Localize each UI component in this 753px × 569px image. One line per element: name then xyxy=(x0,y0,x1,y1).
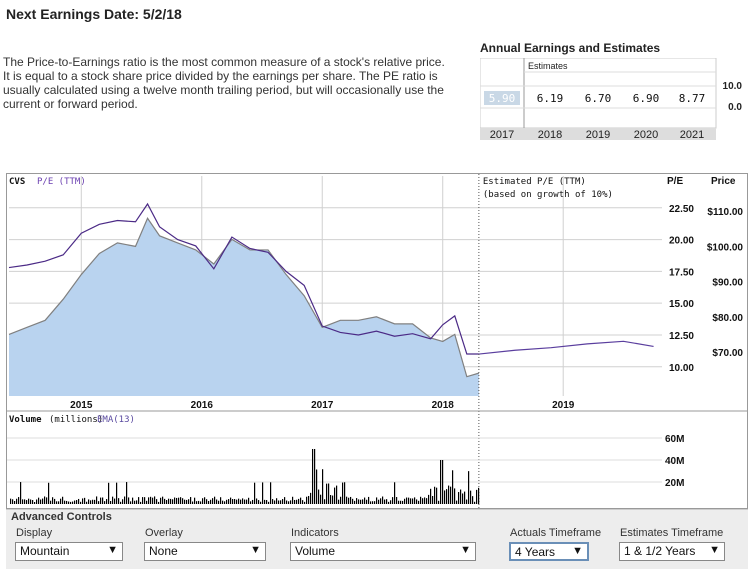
price-mountain-area xyxy=(9,218,479,396)
volume-units: (millions) xyxy=(49,415,103,425)
estimated-pe-label: Estimated P/E (TTM) xyxy=(483,177,586,187)
annual-value: 5.90 xyxy=(489,92,516,105)
estimates-timeframe-label: Estimates Timeframe xyxy=(620,527,724,539)
advanced-controls: Advanced Controls Display Mountain ▼ Over… xyxy=(6,509,748,569)
pe-tick-label: 17.50 xyxy=(669,267,694,278)
pe-chart-panel: CVS P/E (TTM) Estimated P/E (TTM) (based on… xyxy=(6,173,748,509)
volume-ema-label: EMA(13) xyxy=(97,415,135,425)
volume-label: Volume xyxy=(9,415,42,425)
annual-value-box xyxy=(484,91,520,105)
annual-year-label: 2020 xyxy=(634,129,658,140)
chart-series-label: P/E (TTM) xyxy=(37,177,86,187)
pe-ttm-line xyxy=(8,202,479,355)
pe-tick-label: 20.00 xyxy=(669,236,694,247)
annual-year-label: 2017 xyxy=(490,129,514,140)
x-axis-label: 2018 xyxy=(432,400,455,411)
indicators-select[interactable]: Volume ▼ xyxy=(290,542,476,561)
volume-bars xyxy=(10,449,480,504)
price-axis-header: Price xyxy=(711,176,736,187)
actuals-timeframe-value: 4 Years xyxy=(515,545,556,559)
volume-tick-label: 40M xyxy=(665,456,684,467)
pe-tick-label: 12.50 xyxy=(669,331,694,342)
estimates-timeframe-select[interactable]: 1 & 1/2 Years ▼ xyxy=(619,542,725,561)
next-earnings-date: Next Earnings Date: 5/2/18 xyxy=(6,6,182,22)
price-tick-label: $90.00 xyxy=(712,278,743,289)
display-select[interactable]: Mountain ▼ xyxy=(15,542,123,561)
annual-year-label: 2019 xyxy=(586,129,610,140)
chevron-down-icon: ▼ xyxy=(460,544,471,556)
x-axis-label: 2017 xyxy=(311,400,334,411)
volume-tick-label: 20M xyxy=(665,478,684,489)
overlay-select[interactable]: None ▼ xyxy=(144,542,266,561)
pe-axis-header: P/E xyxy=(667,176,683,187)
chevron-down-icon: ▼ xyxy=(572,545,583,557)
annual-value: 8.77 xyxy=(679,92,706,105)
annual-axis-max: 10.0 xyxy=(723,81,743,92)
x-axis-label: 2016 xyxy=(191,400,214,411)
annual-year-label: 2018 xyxy=(538,129,562,140)
annual-value: 6.90 xyxy=(633,92,660,105)
indicators-label: Indicators xyxy=(291,527,339,539)
x-axis-label: 2019 xyxy=(552,400,575,411)
estimates-label: Estimates xyxy=(528,61,568,71)
annual-value: 6.70 xyxy=(585,92,612,105)
advanced-controls-title: Advanced Controls xyxy=(11,511,112,523)
chevron-down-icon: ▼ xyxy=(107,544,118,556)
chart-ticker: CVS xyxy=(9,177,25,187)
price-tick-label: $100.00 xyxy=(707,242,744,253)
price-tick-label: $70.00 xyxy=(712,348,743,359)
annual-year-label: 2021 xyxy=(680,129,704,140)
annual-earnings-chart: Estimates 10.0 0.0 5.90 6.19 6.70 6.90 8.77 … xyxy=(480,58,743,140)
pe-description: The Price-to-Earnings ratio is the most … xyxy=(3,55,445,111)
annual-axis-min: 0.0 xyxy=(728,102,742,113)
estimated-pe-line xyxy=(478,340,654,355)
annual-value: 6.19 xyxy=(537,92,564,105)
estimates-timeframe-value: 1 & 1/2 Years xyxy=(624,544,696,558)
pe-chart: CVS P/E (TTM) Estimated P/E (TTM) (based on… xyxy=(7,174,747,508)
indicators-value: Volume xyxy=(295,544,336,558)
annual-earnings-title: Annual Earnings and Estimates xyxy=(480,41,661,55)
chevron-down-icon: ▼ xyxy=(250,544,261,556)
actuals-timeframe-select[interactable]: 4 Years ▼ xyxy=(509,542,589,561)
actuals-timeframe-label: Actuals Timeframe xyxy=(510,527,602,539)
price-tick-label: $80.00 xyxy=(712,313,743,324)
display-label: Display xyxy=(16,527,53,539)
pe-tick-label: 15.00 xyxy=(669,299,694,310)
x-axis-label: 2015 xyxy=(70,400,93,411)
overlay-label: Overlay xyxy=(145,527,183,539)
display-value: Mountain xyxy=(20,544,70,558)
volume-tick-label: 60M xyxy=(665,434,684,445)
pe-tick-label: 10.00 xyxy=(669,363,694,374)
overlay-value: None xyxy=(149,544,178,558)
chevron-down-icon: ▼ xyxy=(709,544,720,556)
pe-tick-label: 22.50 xyxy=(669,204,694,215)
estimated-pe-basis: (based on growth of 10%) xyxy=(483,190,613,200)
price-tick-label: $110.00 xyxy=(707,207,743,218)
price-line xyxy=(8,216,480,378)
